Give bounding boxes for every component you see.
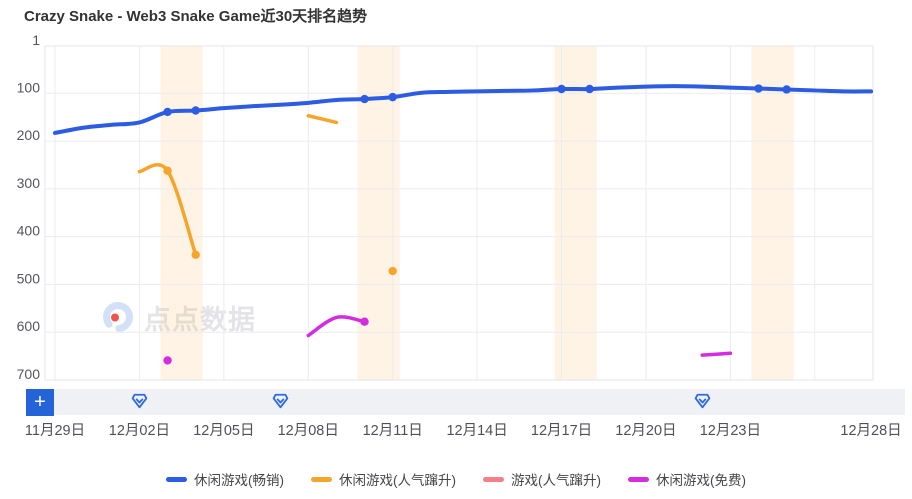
legend-item-1[interactable]: 休闲游戏(人气蹿升)	[311, 469, 456, 489]
series-line-3	[306, 315, 367, 338]
y-tick-label: 200	[17, 127, 41, 143]
x-tick-label: 12月05日	[193, 423, 255, 439]
y-tick-label: 100	[17, 79, 41, 95]
legend-marker-icon	[311, 476, 332, 482]
event-timeline-bar: +	[26, 389, 905, 416]
legend-item-2[interactable]: 游戏(人气蹿升)	[483, 469, 601, 489]
series-marker-0	[388, 92, 397, 102]
x-tick-label: 12月02日	[108, 423, 171, 439]
legend-label: 休闲游戏(人气蹿升)	[339, 473, 456, 488]
series-line-1	[306, 114, 339, 125]
series-marker-0	[557, 84, 566, 94]
series-marker-3	[360, 317, 369, 326]
series-marker-0	[191, 106, 200, 115]
weekend-band	[554, 46, 597, 380]
legend-item-0[interactable]: 休闲游戏(畅销)	[166, 469, 284, 489]
y-tick-label: 600	[17, 318, 41, 334]
event-diamond-icon[interactable]	[694, 393, 711, 409]
series-marker-0	[360, 94, 369, 104]
x-tick-label: 12月20日	[615, 423, 677, 439]
legend-label: 游戏(人气蹿升)	[511, 473, 601, 488]
y-tick-label: 500	[17, 270, 41, 286]
event-diamond-icon[interactable]	[272, 393, 289, 409]
add-event-button[interactable]: +	[26, 389, 54, 416]
x-tick-label: 11月29日	[24, 423, 86, 439]
x-tick-label: 12月23日	[699, 423, 761, 439]
x-tick-label: 12月17日	[530, 423, 593, 439]
series-marker-0	[585, 84, 594, 94]
x-axis: 11月29日 12月02日 12月05日 12月08日 12月11日 12月14日 12月1…	[0, 413, 912, 439]
event-diamond-icon[interactable]	[131, 393, 148, 409]
x-tick-label: 12月08日	[277, 423, 339, 439]
x-tick-label: 12月14日	[446, 423, 508, 439]
weekend-band	[751, 46, 794, 380]
x-tick-label: 12月28日	[840, 423, 902, 439]
legend-marker-icon	[166, 476, 187, 482]
legend-marker-icon	[483, 476, 504, 482]
series-marker-1	[388, 266, 397, 276]
y-tick-label: 1	[32, 32, 40, 48]
x-tick-label: 12月11日	[362, 423, 423, 439]
legend-label: 休闲游戏(畅销)	[194, 473, 284, 488]
legend-item-3[interactable]: 休闲游戏(免费)	[628, 469, 746, 489]
series-marker-1	[163, 166, 172, 175]
chart-title: Crazy Snake - Web3 Snake Game近30天排名趋势	[24, 8, 368, 25]
legend-marker-icon	[628, 476, 649, 482]
series-marker-0	[163, 107, 172, 117]
y-tick-label: 700	[17, 366, 41, 382]
rank-trend-chart[interactable]: 1 100 200 300 400 500 600 700	[0, 0, 912, 390]
series-marker-0	[782, 85, 791, 94]
series-marker-1	[191, 250, 200, 260]
series-marker-3	[163, 356, 172, 365]
watermark-text: 点点数据	[144, 298, 256, 337]
diandian-logo-icon	[103, 302, 133, 332]
series-line-3	[700, 351, 733, 357]
watermark: 点点数据	[96, 296, 256, 338]
series-marker-0	[754, 84, 763, 93]
plot-border	[44, 45, 874, 381]
legend-label: 休闲游戏(免费)	[656, 473, 746, 488]
y-tick-label: 400	[17, 223, 41, 239]
y-tick-label: 300	[17, 175, 41, 191]
chart-legend: 休闲游戏(畅销) 休闲游戏(人气蹿升) 游戏(人气蹿升) 休闲游戏(免费)	[0, 469, 912, 489]
